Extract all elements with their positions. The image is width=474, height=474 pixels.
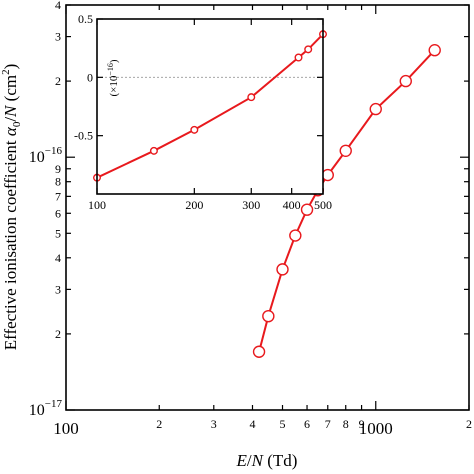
inset-x-tick-label: 100 [88,198,106,212]
y-label-part-text: Effective ionisation coefficient [1,136,20,350]
y-minor-tick-label: 4 [55,251,61,265]
main-data-point [289,229,302,242]
main-plot-frame [65,4,470,411]
main-data-point [262,309,275,323]
inset-data-point [190,125,199,134]
main-data-point [339,144,352,158]
y-label-part-slash: / [1,117,20,122]
x-minor-tick-label: 7 [325,417,331,431]
y-label-part-n: N [1,104,20,118]
inset-y-tick-label: -0.5 [74,129,93,143]
inset-data-point [294,53,303,62]
x-minor-tick-label: 4 [249,417,255,431]
inset-y-tick-label: 0 [87,70,93,84]
x-minor-tick-label: 8 [343,417,349,431]
x-label-part-e: E [236,451,248,470]
y-minor-tick-label: 5 [55,226,61,240]
x-minor-tick-label: 6 [304,417,310,431]
y-minor-tick-label: 2 [55,327,61,341]
inset-data-point [304,45,313,54]
main-data-point [300,203,314,216]
x-label-part-slash: / [247,451,252,470]
x-major-tick-label: 100 [53,419,79,438]
y-minor-tick-label: 6 [55,206,61,220]
y-minor-tick-label: 4 [55,0,61,12]
inset-scale-label: (×10−16) [106,59,120,96]
inset-y-tick-label: 0.5 [78,12,93,26]
main-data-point [252,345,266,358]
y-axis-label: Effective ionisation coefficient α0/N (c… [0,64,23,351]
main-data-point [321,168,334,182]
inset-plot-frame [96,18,324,195]
x-minor-tick-label: 9 [359,417,365,431]
inset-background [97,19,323,194]
main-data-point [369,102,382,116]
x-label-part-unit: (Td) [263,451,297,470]
y-label-part-unit: (cm [1,75,20,106]
x-minor-tick-label: 2 [466,417,472,431]
y-minor-tick-label: 9 [55,162,61,176]
x-minor-tick-label: 2 [156,417,162,431]
inset-scale-open: (×10 [108,75,120,96]
y-minor-tick-label: 3 [55,30,61,44]
main-data-point [276,263,289,276]
x-major-tick-label: 1000 [359,419,393,438]
x-minor-tick-label: 3 [211,417,217,431]
x-axis-label: E/N (Td) [236,451,298,470]
y-minor-tick-label: 8 [55,175,61,189]
y-label-part-alpha: α [1,126,20,136]
inset-x-axis: 100 200 300 400 500 [88,19,332,212]
y-major-tick-label: 10−17 [29,398,63,419]
y-major-tick-label: 10−16 [29,145,63,166]
x-label-part-n: N [251,451,265,470]
inset-x-tick-label: 400 [283,198,301,212]
inset-data-point [247,93,256,102]
main-data-point [399,74,412,88]
y-label-part-subscript: 0 [11,121,23,127]
y-minor-tick-label: 2 [55,74,61,88]
y-label-part-superscript: 2 [0,69,12,75]
inset-scale-close: ) [108,59,120,63]
inset-x-tick-label: 500 [314,198,332,212]
x-minor-tick-label: 5 [280,417,286,431]
inset-x-tick-label: 300 [242,198,260,212]
main-data-point [428,44,441,57]
inset-x-tick-label: 200 [185,198,203,212]
y-label-part-close: ) [1,64,20,70]
inset-plot: 100 200 300 400 500 0.5 0 -0.5 (×10−16) [74,12,332,212]
main-y-axis: 10−17 10−16 2 3 4 5 6 789 2 3 4 [29,0,469,419]
y-minor-tick-label: 7 [55,189,61,203]
y-minor-tick-label: 3 [55,282,61,296]
inset-data-point [149,146,158,155]
inset-scale-exponent: −16 [106,63,115,76]
